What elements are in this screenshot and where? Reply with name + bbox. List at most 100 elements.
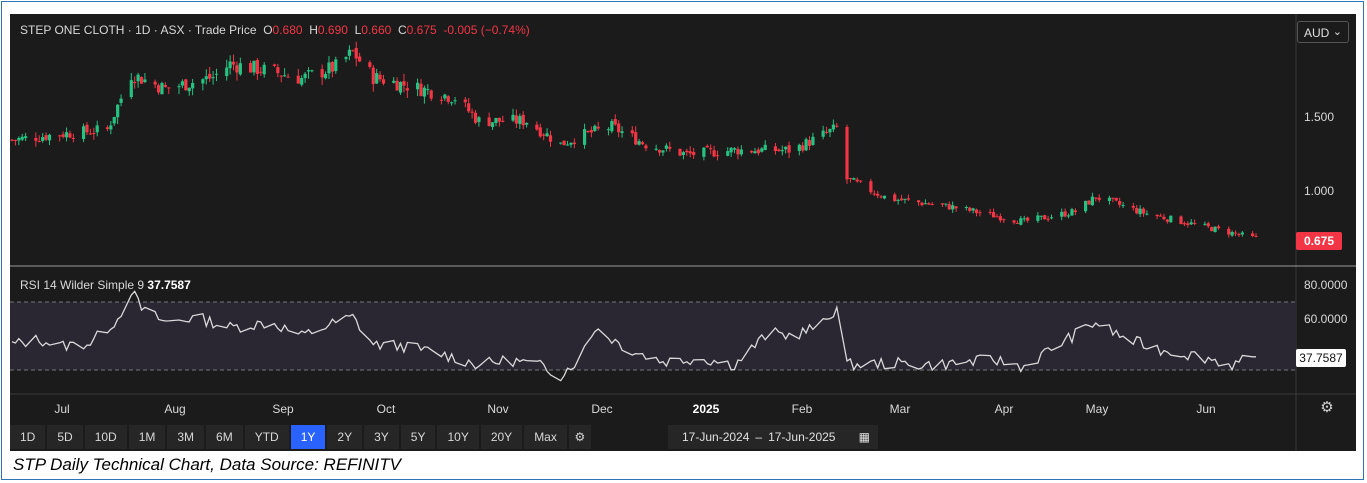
candle-body [191,83,195,89]
range-button-6m[interactable]: 6M [206,425,243,449]
range-button-3y[interactable]: 3Y [364,425,399,449]
candle-body [204,76,208,80]
range-button-20y[interactable]: 20Y [480,425,523,449]
range-button-5d[interactable]: 5D [47,425,83,449]
currency-dropdown[interactable]: AUD ⌄ [1297,21,1349,43]
candle-body [753,151,757,154]
chart-canvas[interactable] [10,14,1356,451]
chart-panel[interactable]: STEP ONE CLOTH · 1D · ASX · Trade Price … [10,14,1356,451]
candle-body [678,148,682,156]
range-button-10d[interactable]: 10D [84,425,127,449]
candle-body [729,147,733,153]
range-button-3m[interactable]: 3M [167,425,205,449]
candle-body [358,56,362,62]
candle-body [463,99,467,103]
candle-body [1230,231,1234,236]
candle-body [715,155,720,157]
candle-body [518,116,522,124]
candle-body [1240,232,1244,235]
range-button-1d[interactable]: 1D [10,425,46,449]
candle-body [1158,215,1163,217]
candle-body [852,178,856,180]
candle-body [610,121,614,132]
candle-body [705,145,709,148]
candle-body [1066,215,1071,217]
candle-body [1002,219,1006,221]
candle-body [1036,215,1040,221]
candle-body [1193,222,1197,224]
candle-body [797,144,801,152]
candle-body [661,150,665,153]
settings-gear-icon[interactable]: ⚙ [568,425,591,449]
candle-body [402,81,406,86]
candle-body [20,136,24,140]
candle-body [231,61,236,65]
high-value: 0.690 [317,23,348,37]
candle-body [119,98,123,103]
candle-body [749,150,754,153]
candle-body [286,76,290,78]
candle-body [559,142,563,144]
range-button-5y[interactable]: 5Y [400,425,436,449]
candle-body [995,216,999,218]
candle-body [88,133,92,135]
candle-body [211,77,215,79]
candle-body [998,216,1002,221]
range-button-ytd[interactable]: YTD [244,425,289,449]
candle-body [630,130,634,134]
candles-group [10,41,1258,238]
candle-body [180,81,185,86]
candle-body [10,139,14,141]
candle-body [368,62,372,67]
candle-body [855,179,859,182]
candle-body [882,195,887,199]
candle-body [1182,223,1187,225]
range-button-10y[interactable]: 10Y [437,425,479,449]
candle-body [1063,211,1067,217]
range-button-1m[interactable]: 1M [128,425,166,449]
candle-body [521,114,525,126]
candle-body [303,73,307,79]
candle-body [320,69,324,78]
candle-body [569,142,573,145]
candle-body [13,139,18,141]
candle-body [139,77,144,84]
change-value: -0.005 (−0.74%) [443,23,530,37]
candle-body [848,178,853,180]
figure-caption: STP Daily Technical Chart, Data Source: … [13,455,401,474]
rsi-label: RSI 14 Wilder Simple 9 [20,278,145,292]
candle-body [951,205,955,210]
candle-body [473,112,478,123]
candle-body [116,104,120,118]
x-axis-label: Jul [54,402,70,416]
candle-body [1254,235,1258,237]
range-button-2y[interactable]: 2Y [327,425,363,449]
candle-body [1233,232,1238,234]
candle-body [927,203,931,205]
gear-icon[interactable]: ⚙ [1320,399,1334,416]
range-button-1y[interactable]: 1Y [290,425,326,449]
x-axis-label: Dec [591,402,613,416]
candle-body [930,204,934,206]
candle-body [664,145,668,149]
candle-body [893,194,897,202]
candle-body [415,82,420,90]
candle-body [347,49,352,56]
date-range-picker[interactable]: 17-Jun-2024–17-Jun-2025 ▦ [668,425,878,449]
candle-body [562,140,566,146]
candle-body [988,211,992,213]
candle-body [1022,218,1026,220]
candle-body [1206,223,1210,227]
candle-body [1111,197,1115,199]
candle-body [668,146,672,149]
candle-body [95,125,99,133]
rsi-group [10,290,1296,382]
candle-body [422,87,426,97]
candle-body [1165,219,1169,222]
candle-body [167,87,171,89]
candle-body [807,139,812,146]
candle-body [351,50,355,52]
range-button-max[interactable]: Max [524,425,567,449]
candle-body [835,125,839,127]
